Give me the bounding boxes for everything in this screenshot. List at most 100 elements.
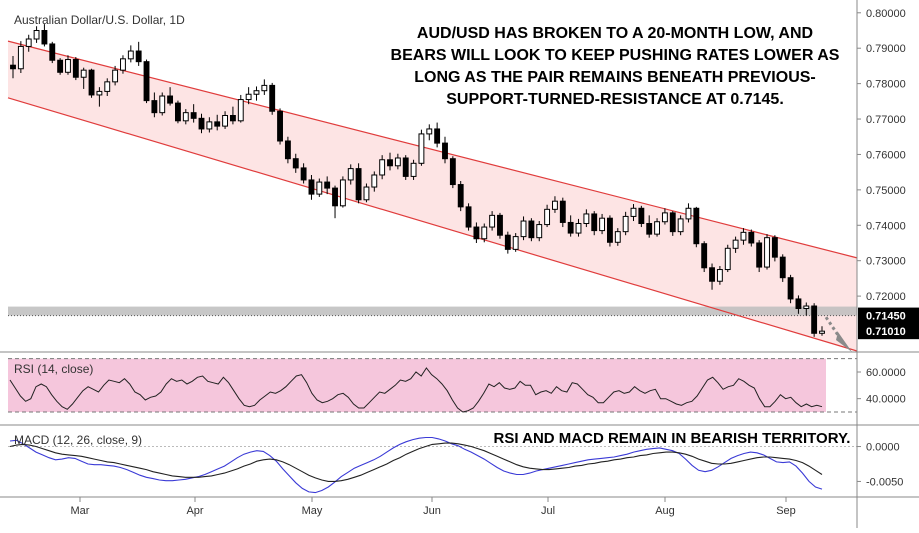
candle-body [127,50,134,60]
price-tick-label: 0.78000 [866,79,906,91]
candle-body [222,114,229,127]
candle [49,41,56,64]
rsi-tick-label: 60.0000 [866,367,906,379]
x-tick-label: Jun [423,505,441,517]
candle-body [724,247,731,271]
candle [245,87,252,105]
candle [347,164,354,185]
candle [669,211,676,236]
candle-body [693,207,700,245]
macd-title: MACD (12, 26, close, 9) [14,433,142,447]
candle [112,65,119,86]
candle [80,67,87,89]
candle [630,204,637,222]
annotation-line-1: AUD/USD HAS BROKEN TO A 20-MONTH LOW, AN… [417,25,813,42]
candle-body [237,99,244,122]
candle-body [787,277,794,300]
price-tick-label: 0.73000 [866,256,906,268]
candle-body [49,43,56,61]
rsi-line [9,367,823,413]
x-tick-label: Aug [655,505,675,517]
candle-body [489,214,496,228]
candle [693,206,700,248]
candle-body [206,121,213,130]
candle-body [324,181,331,189]
candle-body [732,239,739,249]
candle [756,240,763,273]
candle-body [104,81,111,92]
candle [127,45,134,63]
candle [740,228,747,245]
candle [151,92,158,118]
candle-body [214,121,221,127]
candle [25,34,32,52]
candle [614,228,621,246]
candle [182,109,189,125]
candle [434,122,441,148]
candle-body [442,142,448,160]
candle [457,181,464,212]
candle-body [410,162,417,177]
candle [622,211,629,236]
candle-body [559,200,566,223]
signal-line [9,442,823,482]
candle [512,233,519,252]
candle [214,114,221,131]
candle-body [355,168,362,201]
rsi-tick-label: 40.0000 [866,394,906,406]
candle [748,229,755,247]
candle-body [512,236,519,250]
candle [363,183,370,203]
candle [795,295,802,314]
candle [654,218,660,237]
price-panel [7,24,858,352]
candle-body [567,221,574,234]
candle-body [779,256,786,279]
candle [300,163,307,184]
candle-body [701,243,708,269]
candle [237,94,244,123]
candle-body [599,217,606,232]
candle [567,215,574,237]
macd-tick-label: -0.0050 [866,476,903,488]
candle [41,24,48,47]
candle-body [677,218,684,233]
candle [418,129,425,166]
candle [677,215,684,236]
candle-body [284,140,291,160]
candle-body [685,207,692,220]
candle-body [544,208,551,226]
candle [528,218,535,242]
candle [559,197,566,228]
candle-body [300,167,307,181]
candle [638,205,645,228]
candle-body [339,179,346,207]
candle [410,159,417,180]
rsi-band [8,358,826,412]
candle-body [112,69,119,83]
x-tick-label: Sep [776,505,796,517]
candle [716,266,723,285]
chart-title: Australian Dollar/U.S. Dollar, 1D [14,13,185,27]
candle [72,57,79,81]
candle [284,136,291,164]
candle-body [10,64,16,70]
candle-body [151,100,158,114]
candle [520,216,527,241]
candle [402,155,409,180]
candle [292,153,299,173]
candle-body [418,133,425,164]
candle-body [277,110,283,142]
candle-body [88,69,95,96]
candle-body [17,45,24,70]
candle [764,234,770,270]
candle-body [748,231,755,244]
candle-body [96,90,103,96]
candle [787,274,794,304]
price-tick-label: 0.77000 [866,114,906,126]
candle-body [622,215,629,233]
candle-body [182,112,189,122]
